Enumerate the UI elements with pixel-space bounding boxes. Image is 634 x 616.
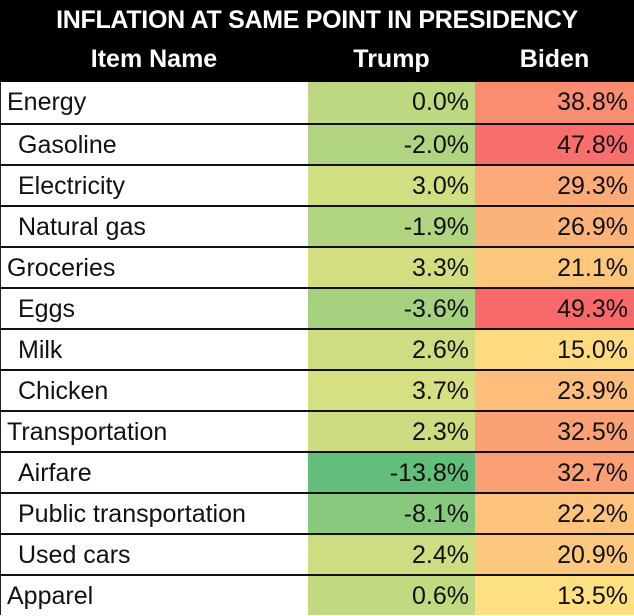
header-row: Item Name Trump Biden <box>0 37 634 82</box>
biden-value-cell: 49.3% <box>475 289 634 328</box>
trump-value-cell: -13.8% <box>308 453 475 492</box>
table-row: Airfare -13.8% 32.7% <box>0 451 634 492</box>
table-row: Eggs -3.6% 49.3% <box>0 287 634 328</box>
biden-value-cell: 21.1% <box>475 248 634 287</box>
table-title: INFLATION AT SAME POINT IN PRESIDENCY <box>0 0 634 37</box>
table-row: Natural gas -1.9% 26.9% <box>0 205 634 246</box>
biden-value-cell: 32.7% <box>475 453 634 492</box>
trump-value-cell: 2.6% <box>308 330 475 369</box>
trump-value-cell: -3.6% <box>308 289 475 328</box>
trump-value-cell: 3.7% <box>308 371 475 410</box>
biden-value-cell: 13.5% <box>475 576 634 615</box>
header-item-name: Item Name <box>90 45 218 73</box>
biden-value-cell: 38.8% <box>475 82 634 123</box>
table-row: Public transportation -8.1% 22.2% <box>0 492 634 533</box>
table-row: Apparel 0.6% 13.5% <box>0 574 634 615</box>
biden-value-cell: 22.2% <box>475 494 634 533</box>
table-row: Electricity 3.0% 29.3% <box>0 164 634 205</box>
biden-value-cell: 47.8% <box>475 125 634 164</box>
item-name-cell: Used cars <box>0 535 308 574</box>
trump-value-cell: -1.9% <box>308 207 475 246</box>
table-row: Energy 0.0% 38.8% <box>0 82 634 123</box>
biden-value-cell: 29.3% <box>475 166 634 205</box>
item-name-cell: Electricity <box>0 166 308 205</box>
item-name-cell: Chicken <box>0 371 308 410</box>
trump-value-cell: 2.3% <box>308 412 475 451</box>
trump-value-cell: 3.3% <box>308 248 475 287</box>
trump-value-cell: 2.4% <box>308 535 475 574</box>
item-name-cell: Energy <box>0 82 308 123</box>
item-name-cell: Natural gas <box>0 207 308 246</box>
header-trump: Trump <box>353 45 430 73</box>
table-body: Energy 0.0% 38.8% Gasoline -2.0% 47.8% Electri… <box>0 82 634 616</box>
item-name-cell: Transportation <box>0 412 308 451</box>
item-name-cell: Public transportation <box>0 494 308 533</box>
item-name-cell: Airfare <box>0 453 308 492</box>
trump-value-cell: -2.0% <box>308 125 475 164</box>
table-row: Gasoline -2.0% 47.8% <box>0 123 634 164</box>
table-row: Chicken 3.7% 23.9% <box>0 369 634 410</box>
item-name-cell: Apparel <box>0 576 308 615</box>
item-name-cell: Milk <box>0 330 308 369</box>
table-row: Used cars 2.4% 20.9% <box>0 533 634 574</box>
item-name-cell: Groceries <box>0 248 308 287</box>
trump-value-cell: 0.0% <box>308 82 475 123</box>
biden-value-cell: 26.9% <box>475 207 634 246</box>
trump-value-cell: 0.6% <box>308 576 475 615</box>
trump-value-cell: -8.1% <box>308 494 475 533</box>
header-biden: Biden <box>519 45 590 73</box>
table-row: Transportation 2.3% 32.5% <box>0 410 634 451</box>
trump-value-cell: 3.0% <box>308 166 475 205</box>
table-row: Groceries 3.3% 21.1% <box>0 246 634 287</box>
biden-value-cell: 23.9% <box>475 371 634 410</box>
item-name-cell: Eggs <box>0 289 308 328</box>
biden-value-cell: 32.5% <box>475 412 634 451</box>
biden-value-cell: 15.0% <box>475 330 634 369</box>
table-row: Milk 2.6% 15.0% <box>0 328 634 369</box>
item-name-cell: Gasoline <box>0 125 308 164</box>
biden-value-cell: 20.9% <box>475 535 634 574</box>
